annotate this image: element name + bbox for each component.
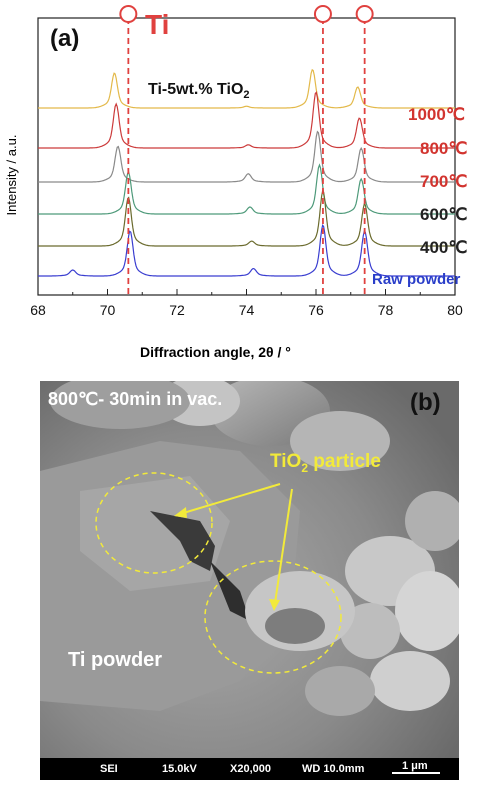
sem-voltage: 15.0kV — [162, 763, 197, 775]
arrow-head-1 — [174, 507, 187, 518]
grain-crack — [150, 511, 215, 571]
temp-label-400: 400℃ — [420, 238, 468, 257]
arrow-to-particle-1 — [179, 483, 281, 515]
sem-micrograph-panel: 800℃- 30min in vac. (b) TiO2 particle Ti… — [40, 381, 459, 780]
panel-a-label: (a) — [50, 25, 80, 52]
y-axis-label: Intensity / a.u. — [4, 134, 19, 216]
x-tick-label: 68 — [30, 302, 46, 318]
right-particle-4 — [405, 491, 459, 551]
x-tick-label: 70 — [100, 302, 116, 318]
xrd-series-line — [38, 91, 455, 149]
sample-composition-label: Ti-5wt.% TiO2 — [148, 81, 250, 102]
ti-phase-label: Ti — [145, 9, 170, 40]
temp-label-600: 600℃ — [420, 205, 468, 224]
x-tick-label: 78 — [378, 302, 394, 318]
sem-info-bar: SEI 15.0kV X20,000 WD 10.0mm 1 μm — [40, 758, 459, 780]
plot-frame — [37, 17, 456, 296]
xrd-panel: 68 70 72 74 76 78 80 (a) Ti Ti-5wt.% TiO2 1000… — [0, 0, 493, 370]
ti-peak-marker — [355, 5, 374, 23]
xrd-chart: 68 70 72 74 76 78 80 — [30, 5, 463, 318]
right-particle-6 — [305, 666, 375, 716]
temp-label-800: 800℃ — [420, 139, 468, 158]
grain-crack-2 — [210, 561, 250, 621]
upper-particle-4 — [50, 381, 190, 429]
tio2-region-circle-2 — [204, 560, 342, 674]
scale-bar — [392, 772, 440, 774]
xrd-series-line — [38, 224, 455, 277]
right-particle-3 — [340, 603, 400, 659]
x-axis-label: Diffraction angle, 2θ / ° — [140, 344, 291, 360]
upper-particle-2 — [290, 411, 390, 471]
temp-label-1000: 1000℃ — [408, 105, 465, 124]
x-tick-label: 72 — [169, 302, 185, 318]
x-tick-label: 80 — [447, 302, 463, 318]
sem-magnification: X20,000 — [230, 763, 271, 775]
xrd-series-line — [38, 68, 455, 109]
panel-b-label: (b) — [410, 389, 441, 416]
sem-condition-label: 800℃- 30min in vac. — [48, 389, 223, 409]
sem-mode: SEI — [100, 763, 118, 775]
ti-powder-label: Ti powder — [68, 649, 163, 671]
temp-label-raw: Raw powder — [372, 271, 461, 288]
sem-working-distance: WD 10.0mm — [302, 763, 365, 775]
scale-bar-label: 1 μm — [402, 760, 428, 772]
temp-label-700: 700℃ — [420, 172, 468, 191]
ti-peak-marker — [119, 5, 138, 23]
sem-image — [40, 381, 459, 780]
x-tick-label: 74 — [239, 302, 255, 318]
center-particle-dark — [265, 608, 325, 644]
arrow-head-2 — [269, 599, 280, 611]
arrow-to-particle-2 — [274, 488, 293, 604]
tio2-region-circle-1 — [95, 472, 213, 574]
x-tick-label: 76 — [308, 302, 324, 318]
xrd-series-line — [38, 163, 455, 215]
xrd-series-line — [38, 189, 455, 247]
xrd-series-line — [38, 130, 455, 183]
right-particle-2 — [395, 571, 459, 651]
tio2-particle-label: TiO2 particle — [270, 451, 381, 475]
ti-peak-marker — [313, 5, 332, 23]
right-particle-5 — [370, 651, 450, 711]
